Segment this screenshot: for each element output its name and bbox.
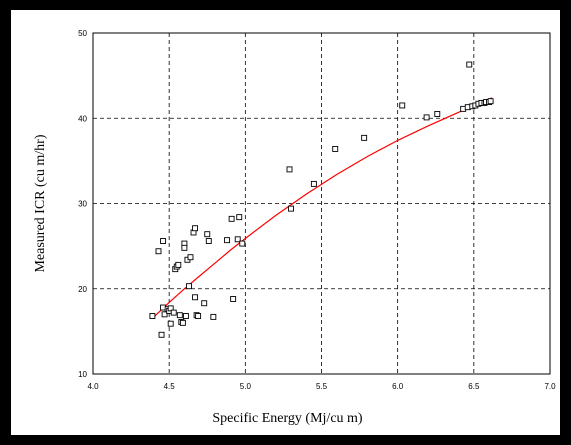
data-point [234,236,241,243]
x-tick-label: 4.5 [164,382,176,391]
y-axis-title: Measured ICR (cu m/hr) [33,134,48,272]
data-point [487,98,494,105]
y-tick-label: 20 [78,285,87,294]
scatter-chart: 4.0 4.5 5.0 5.5 6.0 6.5 7.0 10 20 30 40 50 Specifi… [33,29,556,426]
data-point [195,313,202,319]
data-point [332,145,339,152]
data-point [210,313,217,320]
data-point [181,244,188,251]
y-tick-label: 30 [78,200,87,209]
y-tick-label: 10 [78,370,87,379]
data-point [158,331,165,338]
x-tick-label: 6.0 [392,382,404,391]
data-point [167,320,174,327]
data-point [170,309,177,316]
data-point [239,240,246,247]
fit-curve [153,97,493,318]
y-tick-label: 50 [78,29,87,38]
data-point [167,305,174,312]
x-tick-label: 7.0 [544,382,556,391]
data-points [149,61,494,338]
data-point [179,319,186,326]
data-point [155,248,162,255]
data-point [399,102,406,109]
data-point [176,312,183,319]
data-point [434,111,441,117]
data-point [228,215,235,222]
x-axis-title: Specific Energy (Mj/cu m) [212,411,363,426]
x-tick-label: 5.5 [316,382,328,391]
data-point [288,205,294,212]
data-point [423,114,430,121]
data-point [286,166,293,173]
data-point [204,231,211,238]
data-point [361,134,368,141]
data-point [192,294,199,301]
data-point [236,214,243,221]
data-point [192,225,199,232]
grid-lines [93,33,550,374]
data-point [466,61,473,68]
data-point [205,238,212,244]
data-point [175,261,182,268]
x-tick-label: 5.0 [240,382,252,391]
data-point [161,311,168,318]
plot-area [92,32,551,375]
data-point [224,237,231,244]
data-point [230,296,237,302]
x-tick-label: 6.5 [468,382,480,391]
y-axis-ticks: 10 20 30 40 50 [78,29,87,379]
chart-panel: 4.0 4.5 5.0 5.5 6.0 6.5 7.0 10 20 30 40 50 Specifi… [11,10,560,435]
data-point [201,300,208,307]
data-point [186,283,192,290]
data-point [182,313,189,319]
data-point [310,180,317,187]
data-point [160,238,167,244]
data-point [187,254,194,261]
data-point [149,313,156,319]
x-tick-label: 4.0 [87,382,99,391]
y-tick-label: 40 [78,114,87,123]
x-axis-ticks: 4.0 4.5 5.0 5.5 6.0 6.5 7.0 [87,382,556,391]
